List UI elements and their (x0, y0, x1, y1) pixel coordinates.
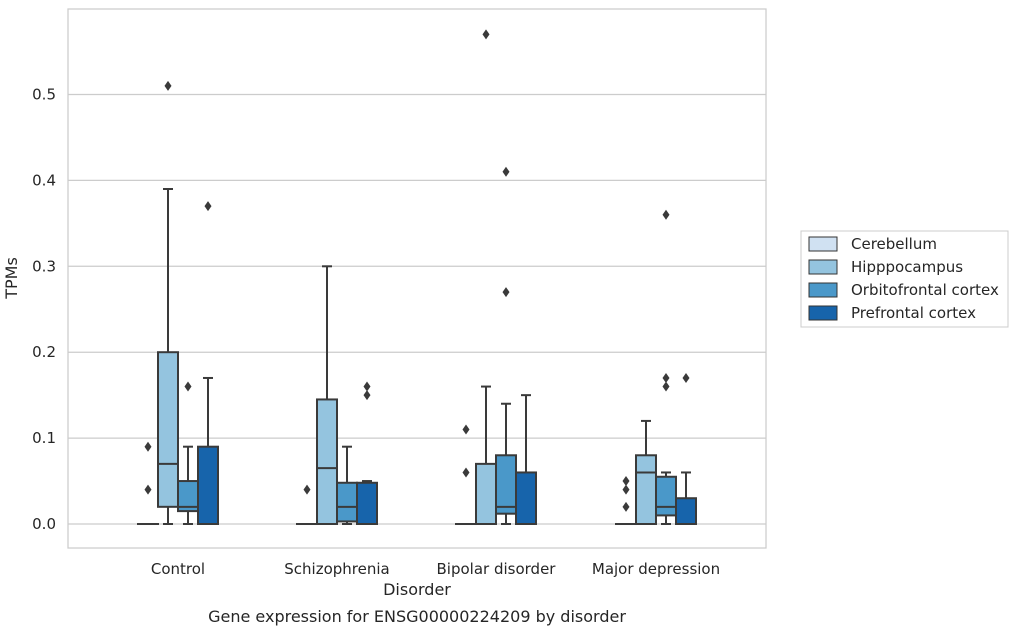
y-tick-label: 0.3 (32, 257, 56, 275)
box-hipppocampus (316, 265, 338, 526)
legend-label: Orbitofrontal cortex (851, 281, 999, 299)
outlier-point (363, 381, 371, 392)
outlier-point (502, 287, 510, 298)
box-prefrontal-cortex (515, 394, 537, 525)
outlier-point (303, 484, 311, 495)
box-hipppocampus (157, 80, 179, 525)
x-tick-label: Control (151, 560, 205, 578)
y-tick-label: 0.0 (32, 515, 56, 533)
outlier-point (144, 441, 152, 452)
box-body (635, 454, 657, 525)
box-body (495, 454, 517, 515)
outlier-point (204, 201, 212, 212)
box-series (137, 29, 697, 526)
box-cerebellum (137, 441, 159, 526)
outlier-point (622, 476, 630, 487)
y-tick-labels: 0.0 0.1 0.2 0.3 0.4 0.5 (32, 86, 56, 534)
legend-swatch (808, 236, 838, 252)
y-tick-label: 0.5 (32, 86, 56, 104)
outlier-point (462, 424, 470, 435)
outlier-point (462, 467, 470, 478)
legend-label: Prefrontal cortex (851, 304, 976, 322)
box-hipppocampus (635, 419, 657, 525)
outlier-point (482, 29, 490, 40)
box-body (316, 398, 338, 526)
box-body (356, 481, 378, 526)
box-cerebellum (455, 424, 477, 526)
legend-swatch (808, 259, 838, 275)
y-tick-label: 0.1 (32, 429, 56, 447)
box-prefrontal-cortex (356, 381, 378, 526)
box-orbitofrontal-cortex (177, 381, 199, 525)
outlier-point (363, 390, 371, 401)
box-body (157, 351, 179, 508)
x-tick-label: Bipolar disorder (437, 560, 557, 578)
figure-caption: Gene expression for ENSG00000224209 by d… (208, 607, 626, 626)
box-body (197, 445, 219, 525)
box-cerebellum (615, 476, 637, 526)
box-prefrontal-cortex (675, 372, 697, 526)
x-tick-labels: Control Schizophrenia Bipolar disorder Majo… (151, 560, 720, 578)
y-tick-label: 0.2 (32, 343, 56, 361)
outlier-point (662, 372, 670, 383)
legend-label: Hipppocampus (851, 258, 963, 276)
box-orbitofrontal-cortex (655, 209, 677, 525)
box-orbitofrontal-cortex (495, 166, 517, 525)
legend-swatch (808, 282, 838, 298)
legend-swatch (808, 305, 838, 321)
box-body (675, 497, 697, 526)
y-tick-label: 0.4 (32, 171, 56, 189)
outlier-point (144, 484, 152, 495)
outlier-point (662, 209, 670, 220)
box-body (515, 471, 537, 525)
x-tick-label: Schizophrenia (284, 560, 389, 578)
box-body (475, 462, 497, 525)
outlier-point (662, 381, 670, 392)
legend: Cerebellum Hipppocampus Orbitofrontal cort… (800, 230, 1009, 328)
box-body (655, 475, 677, 517)
outlier-point (164, 80, 172, 91)
outlier-point (682, 372, 690, 383)
outlier-point (622, 484, 630, 495)
x-axis-label: Disorder (383, 580, 451, 599)
legend-label: Cerebellum (851, 235, 937, 253)
y-axis-label: TPMs (2, 257, 21, 300)
outlier-point (184, 381, 192, 392)
outlier-point (622, 501, 630, 512)
box-prefrontal-cortex (197, 201, 219, 525)
x-tick-label: Major depression (592, 560, 720, 578)
box-body (336, 481, 358, 523)
outlier-point (502, 166, 510, 177)
